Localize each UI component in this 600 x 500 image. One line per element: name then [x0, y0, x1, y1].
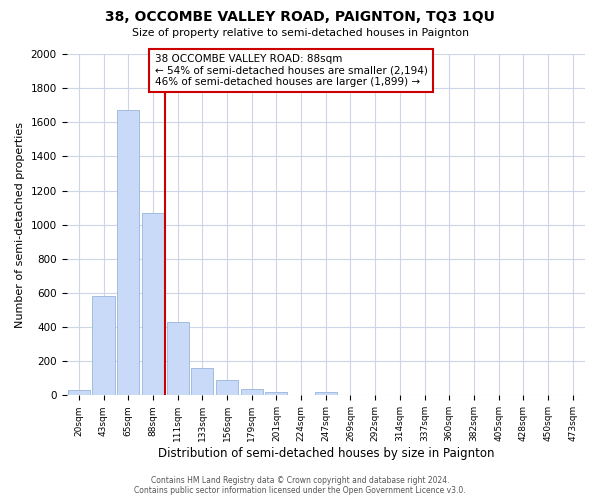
- Bar: [167, 322, 189, 396]
- X-axis label: Distribution of semi-detached houses by size in Paignton: Distribution of semi-detached houses by …: [158, 447, 494, 460]
- Bar: [314, 392, 337, 396]
- Bar: [117, 110, 139, 396]
- Bar: [265, 392, 287, 396]
- Bar: [92, 296, 115, 396]
- Text: 38, OCCOMBE VALLEY ROAD, PAIGNTON, TQ3 1QU: 38, OCCOMBE VALLEY ROAD, PAIGNTON, TQ3 1…: [105, 10, 495, 24]
- Bar: [142, 212, 164, 396]
- Bar: [68, 390, 90, 396]
- Bar: [216, 380, 238, 396]
- Bar: [191, 368, 214, 396]
- Bar: [241, 388, 263, 396]
- Text: Contains HM Land Registry data © Crown copyright and database right 2024.
Contai: Contains HM Land Registry data © Crown c…: [134, 476, 466, 495]
- Text: 38 OCCOMBE VALLEY ROAD: 88sqm
← 54% of semi-detached houses are smaller (2,194)
: 38 OCCOMBE VALLEY ROAD: 88sqm ← 54% of s…: [155, 54, 428, 87]
- Text: Size of property relative to semi-detached houses in Paignton: Size of property relative to semi-detach…: [131, 28, 469, 38]
- Y-axis label: Number of semi-detached properties: Number of semi-detached properties: [15, 122, 25, 328]
